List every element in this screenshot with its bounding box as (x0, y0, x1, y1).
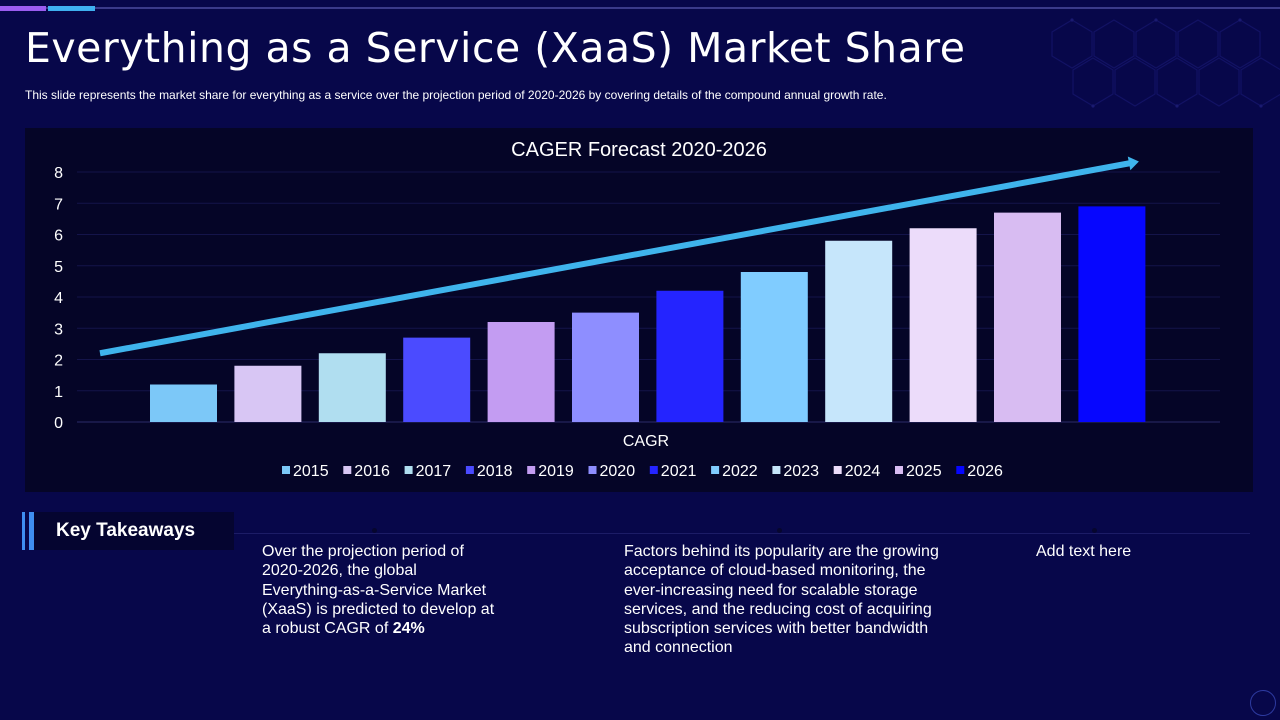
legend-label-2019: 2019 (538, 463, 574, 480)
y-tick-label: 1 (54, 384, 63, 401)
hexagon-pattern (1051, 18, 1280, 108)
legend-label-2017: 2017 (416, 463, 452, 480)
page-title: Everything as a Service (XaaS) Market Sh… (25, 24, 966, 72)
bar-2019 (487, 322, 555, 422)
legend-swatch-2019 (527, 466, 536, 474)
takeaway-cagr-value: 24% (392, 620, 425, 638)
bar-2018 (403, 337, 471, 422)
legend-swatch-2016 (343, 466, 352, 474)
legend-label-2022: 2022 (722, 463, 758, 480)
takeaways-label-box (34, 512, 234, 550)
legend-swatch-2017 (404, 466, 413, 474)
y-tick-label: 3 (54, 321, 63, 338)
cagr-bar-chart: 0 1 2 3 4 5 6 7 8 CAGER Forecast 2020-2026 CAGR 201… (54, 139, 1220, 480)
takeaway-text-3: Add text here (1036, 543, 1132, 560)
legend-swatch-2025 (895, 466, 903, 474)
legend-swatch-2021 (649, 466, 658, 474)
page-subtitle: This slide represents the market share f… (25, 88, 887, 102)
legend-label-2021: 2021 (661, 463, 697, 480)
legend-label-2020: 2020 (600, 463, 636, 480)
takeaways-divider (234, 533, 1250, 534)
legend-label-2026: 2026 (967, 463, 1003, 480)
takeaways-accent-bar-left (22, 512, 25, 550)
bar-2024 (909, 228, 977, 422)
takeaway-text-1-body: Over the projection period of 2020-2026,… (262, 543, 495, 638)
bar-2023 (825, 240, 893, 422)
y-tick-label: 4 (54, 290, 63, 307)
accent-bar-purple (0, 6, 46, 11)
divider-dot-2 (777, 528, 782, 533)
bar-2022 (740, 272, 808, 422)
takeaway-text-2: Factors behind its popularity are the gr… (624, 543, 939, 657)
corner-ring-decoration (1250, 690, 1276, 716)
takeaway-text-1: Over the projection period of 2020-2026,… (262, 542, 498, 638)
legend-swatch-2020 (588, 466, 597, 474)
trend-arrow-head (1127, 156, 1139, 171)
legend-label-2015: 2015 (293, 463, 329, 480)
legend-swatch-2023 (772, 466, 781, 474)
divider-dot-3 (1092, 528, 1097, 533)
chart-panel: 0 1 2 3 4 5 6 7 8 CAGER Forecast 2020-2026 CAGR 201… (25, 128, 1253, 492)
top-accent-line (0, 7, 1280, 9)
bar-2025 (994, 212, 1061, 422)
bar-2016 (234, 365, 302, 422)
bar-2015 (150, 384, 217, 422)
legend-label-2016: 2016 (354, 463, 390, 480)
accent-bar-blue (48, 6, 95, 11)
trend-arrow (99, 159, 1134, 357)
legend-label-2023: 2023 (783, 463, 819, 480)
divider-dot-1 (372, 528, 377, 533)
legend-swatch-2024 (833, 466, 842, 474)
legend-label-2018: 2018 (477, 463, 513, 480)
chart-title: CAGER Forecast 2020-2026 (511, 139, 767, 161)
y-tick-label: 6 (54, 228, 63, 245)
y-tick-label: 2 (54, 353, 63, 370)
bar-2026 (1078, 206, 1146, 422)
bar-2017 (318, 353, 386, 422)
legend-swatch-2022 (711, 466, 720, 474)
y-tick-label: 7 (54, 196, 63, 213)
bar-2020 (572, 312, 639, 422)
legend-label-2025: 2025 (906, 463, 942, 480)
y-tick-label: 5 (54, 259, 63, 276)
bar-2021 (656, 290, 724, 422)
legend-swatch-2026 (956, 466, 965, 474)
takeaways-accent-bar-right (29, 512, 34, 550)
x-axis-label: CAGR (623, 433, 669, 450)
legend-label-2024: 2024 (845, 463, 881, 480)
legend-swatch-2018 (465, 466, 474, 474)
takeaways-label: Key Takeaways (56, 520, 196, 541)
legend-swatch-2015 (282, 466, 290, 474)
y-tick-label: 8 (54, 165, 63, 182)
y-tick-label: 0 (54, 415, 63, 432)
